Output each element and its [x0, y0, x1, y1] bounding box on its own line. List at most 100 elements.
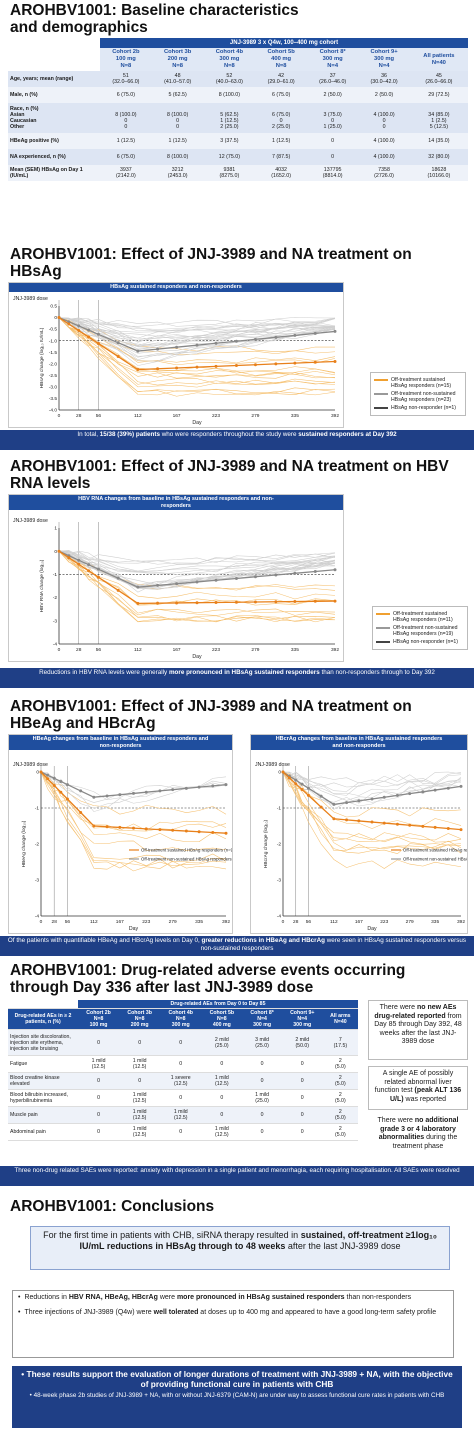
baseline-table: JNJ-3989 3 x Q4w, 100–400 mg cohort Coho… — [8, 38, 468, 181]
table-row: Male, n (%) 6 (75.0) 5 (62.5) 8 (100.0) 6 (7… — [8, 87, 468, 103]
x-axis-label: Day — [192, 654, 202, 660]
mean-point — [144, 790, 148, 794]
cell: 0 — [242, 1055, 282, 1073]
mean-point — [184, 829, 188, 833]
individual-line — [58, 550, 336, 565]
x-tick-label: 335 — [291, 647, 299, 653]
individual-line — [282, 771, 462, 796]
baseline-table-header: JNJ-3989 3 x Q4w, 100–400 mg cohort — [100, 38, 468, 48]
cell: 36 (30.0–42.0) — [370, 73, 398, 85]
mean-point — [116, 354, 120, 358]
row-label: Injection site discoloration, injection … — [8, 1029, 78, 1056]
individual-line — [282, 771, 462, 843]
hbeag-banner: Of the patients with quantifiable HBeAg … — [0, 936, 474, 956]
cell: 2 (5.0) — [322, 1055, 358, 1073]
cell: 0 — [281, 1089, 323, 1107]
mean-point — [214, 364, 218, 368]
individual-line — [282, 771, 462, 851]
x-tick-label: 56 — [306, 919, 312, 925]
y-tick-label: -2.5 — [49, 372, 58, 378]
mean-point — [87, 328, 91, 332]
conclusion-final-box: • These results support the evaluation o… — [12, 1366, 462, 1428]
legend-text: Off-treatment sustained HBsAg responders… — [141, 848, 232, 853]
mean-point — [459, 828, 463, 832]
col-header: All arms N=40 — [322, 1008, 358, 1030]
cell: 9381 (8275.0) — [219, 167, 240, 179]
x-tick-label: 28 — [52, 919, 58, 925]
x-tick-label: 56 — [96, 413, 102, 419]
mean-point — [46, 777, 50, 781]
hbsag-banner: In total, 15/38 (39%) patients who were … — [0, 430, 474, 450]
table-row: Race, n (%) Asian Caucasian Other 8 (100.… — [8, 103, 468, 133]
mean-point — [395, 793, 399, 797]
individual-line — [58, 550, 336, 600]
cell: 0 — [119, 1029, 161, 1056]
individual-line — [58, 550, 336, 565]
individual-line — [40, 771, 227, 869]
mean-point — [421, 790, 425, 794]
x-axis-label: Day — [192, 420, 202, 426]
legend-non-sustained: Off-treatment non-sustained HBsAg respon… — [391, 391, 456, 403]
mean-point — [105, 825, 109, 829]
individual-line — [283, 771, 462, 788]
cell: 0 — [242, 1072, 282, 1090]
mean-point — [421, 824, 425, 828]
cell: 3 (37.5) — [220, 138, 239, 144]
cell: 18628 (10166.0) — [427, 167, 451, 179]
cell: 0 — [78, 1123, 120, 1141]
mean-point — [370, 797, 374, 801]
hbv-rna-banner: Reductions in HBV RNA levels were genera… — [0, 668, 474, 688]
cell: 29 (72.5) — [428, 92, 450, 98]
individual-line — [58, 316, 336, 379]
table-row: Age, years; mean (range) 51 (32.0–66.0) 48(… — [8, 71, 468, 87]
x-tick-label: 392 — [331, 413, 339, 419]
col-blank — [8, 48, 100, 71]
mean-point — [156, 366, 160, 370]
ae-note-no-new: There were no new AEs drug-related repor… — [368, 1000, 468, 1060]
mean-point — [195, 365, 199, 369]
mean-point — [253, 362, 257, 366]
mean-point — [132, 791, 135, 795]
mean-point — [171, 788, 175, 792]
mean-point — [118, 825, 122, 829]
mean-point — [274, 335, 278, 339]
mean-point — [67, 322, 71, 326]
individual-line — [58, 550, 336, 623]
mean-point — [158, 828, 162, 832]
mean-point — [319, 805, 323, 809]
mean-point — [96, 575, 100, 579]
mean-point — [59, 779, 63, 783]
individual-line — [282, 771, 462, 854]
cell: 52 (40.0–63.0) — [215, 73, 243, 85]
cell: 0 — [201, 1089, 243, 1107]
mean-point — [214, 578, 218, 582]
y-tick-label: -3.5 — [49, 396, 58, 402]
col-header: Cohort 2b 100 mg N=8 — [100, 48, 152, 71]
hbsag-chart-header: HBsAg sustained responders and non-respo… — [9, 283, 343, 292]
mean-point — [313, 331, 317, 335]
row-label: Blood creatine kinase elevated — [8, 1072, 78, 1090]
table-row: Muscle pain 0 1 mild (12.5) 1 mild (12.5) 0 0 0 2… — [8, 1106, 358, 1124]
mean-point — [253, 600, 257, 604]
dose-label: JNJ-3989 dose — [255, 762, 290, 768]
mean-point — [132, 826, 135, 830]
mean-point — [39, 770, 43, 774]
y-tick-label: -1 — [35, 806, 40, 812]
cell: 2 mild (50.0) — [281, 1029, 323, 1056]
col-header: Drug-related AEs in ≥ 2 patients, n (%) — [8, 1008, 78, 1030]
mean-point — [52, 784, 56, 787]
cell: 0 — [281, 1072, 323, 1090]
mean-point — [118, 793, 122, 797]
x-tick-label: 392 — [331, 647, 339, 653]
mean-point — [357, 819, 361, 823]
y-axis-label: HBcrAg change (log₁₀) — [263, 820, 269, 869]
hbsag-chart: HBsAg sustained responders and non-respo… — [8, 282, 344, 428]
mean-point — [433, 788, 437, 792]
mean-point — [313, 360, 317, 364]
individual-line — [58, 550, 336, 616]
mean-point — [274, 361, 278, 365]
cell: 1 mild (12.5) — [119, 1089, 161, 1107]
mean-point — [87, 335, 91, 339]
x-tick-label: 223 — [380, 919, 388, 925]
mean-point — [345, 801, 349, 805]
